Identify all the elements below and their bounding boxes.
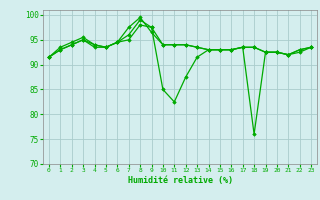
X-axis label: Humidité relative (%): Humidité relative (%) (127, 176, 233, 185)
